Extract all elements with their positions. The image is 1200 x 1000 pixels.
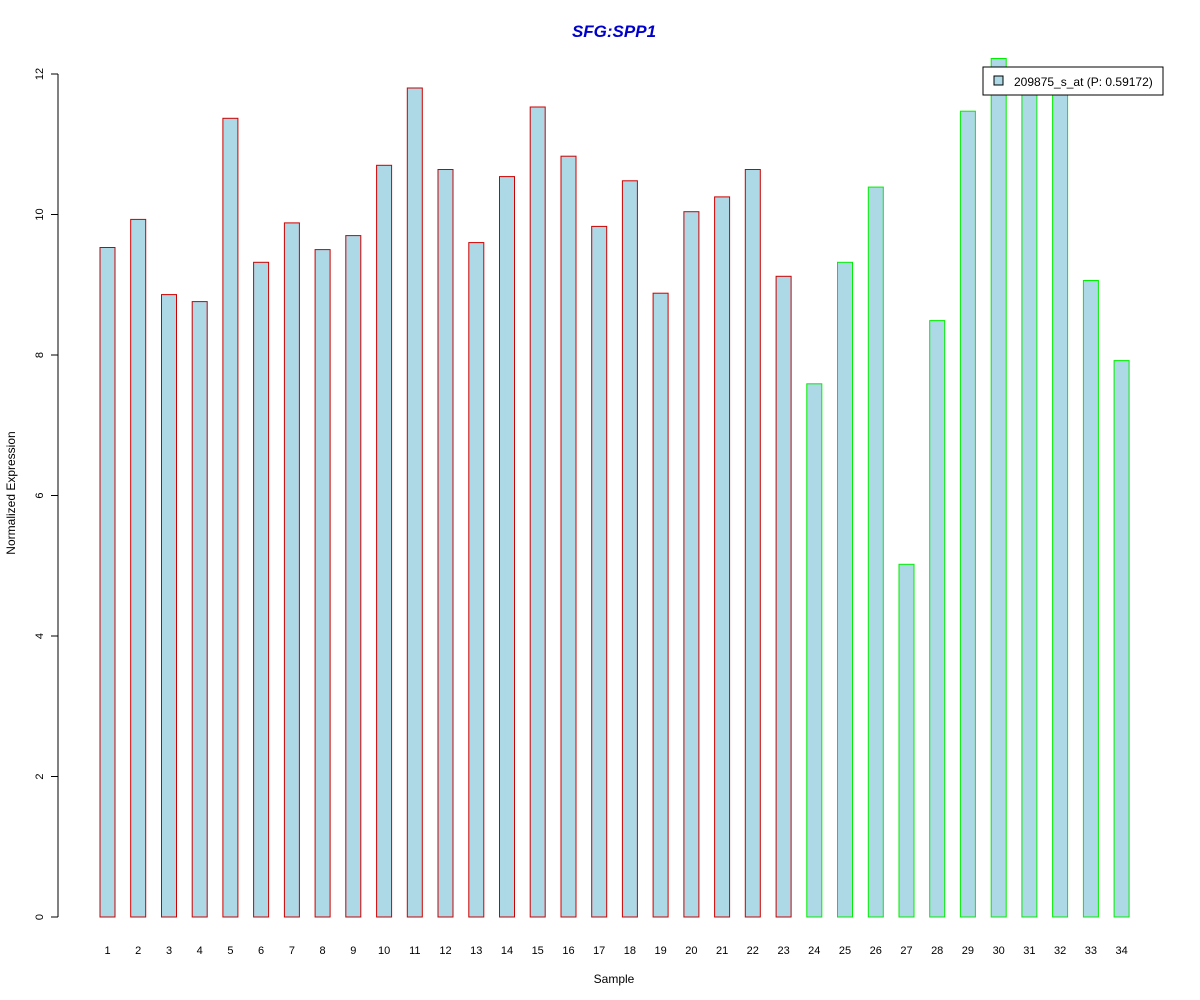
x-axis-label: Sample bbox=[594, 972, 635, 986]
x-tick-label: 1 bbox=[104, 945, 110, 957]
bar-sample-30 bbox=[990, 58, 1007, 918]
bar-sample-14 bbox=[499, 176, 515, 918]
bar-sample-31 bbox=[1021, 91, 1038, 918]
bar-sample-17 bbox=[591, 225, 608, 918]
x-tick-label: 9 bbox=[350, 945, 356, 957]
bar-sample-21 bbox=[714, 196, 731, 918]
x-tick-label: 21 bbox=[716, 945, 728, 957]
y-tick-label: 12 bbox=[34, 68, 46, 80]
x-tick-label: 31 bbox=[1023, 945, 1035, 957]
bar-sample-3 bbox=[161, 294, 177, 918]
x-tick-label: 34 bbox=[1115, 945, 1127, 957]
x-tick-label: 5 bbox=[227, 945, 233, 957]
legend-swatch bbox=[993, 75, 1004, 86]
x-tick-label: 14 bbox=[501, 945, 513, 957]
bar-sample-33 bbox=[1082, 280, 1099, 918]
x-tick-label: 24 bbox=[808, 945, 820, 957]
bar-sample-7 bbox=[283, 222, 300, 918]
x-tick-label: 32 bbox=[1054, 945, 1066, 957]
y-tick-label: 10 bbox=[34, 208, 46, 220]
bar-sample-26 bbox=[867, 186, 884, 918]
x-tick-label: 2 bbox=[135, 945, 141, 957]
x-tick-label: 15 bbox=[532, 945, 544, 957]
bar-sample-25 bbox=[837, 261, 853, 918]
x-tick-label: 13 bbox=[470, 945, 482, 957]
x-tick-label: 26 bbox=[870, 945, 882, 957]
chart-title: SFG:SPP1 bbox=[572, 22, 656, 41]
x-tick-label: 27 bbox=[900, 945, 912, 957]
bar-sample-2 bbox=[130, 218, 147, 918]
bar-sample-6 bbox=[253, 261, 270, 918]
legend-box bbox=[982, 66, 1164, 96]
x-tick-label: 8 bbox=[320, 945, 326, 957]
bar-sample-8 bbox=[314, 249, 331, 918]
x-tick-label: 11 bbox=[409, 945, 420, 957]
bar-sample-29 bbox=[959, 110, 976, 918]
x-tick-labels: 1 2 3 4 5 6 7 8 9 10 11 12 13 14 15 16 17 18 19 20 21 22 23 24 2… bbox=[104, 945, 1127, 957]
x-tick-label: 33 bbox=[1085, 945, 1097, 957]
legend: 209875_s_at (P: 0.59172) bbox=[982, 66, 1164, 96]
x-tick-label: 18 bbox=[624, 945, 636, 957]
x-tick-label: 20 bbox=[685, 945, 697, 957]
y-tick-label: 0 bbox=[34, 914, 46, 920]
x-tick-label: 25 bbox=[839, 945, 851, 957]
legend-label: 209875_s_at (P: 0.59172) bbox=[1014, 75, 1153, 89]
x-tick-label: 12 bbox=[439, 945, 451, 957]
bar-sample-32 bbox=[1052, 91, 1069, 918]
y-tick-label: 6 bbox=[34, 492, 46, 498]
bar-sample-4 bbox=[191, 301, 208, 918]
bar-sample-5 bbox=[222, 117, 239, 918]
x-tick-label: 30 bbox=[993, 945, 1005, 957]
y-tick-label: 8 bbox=[34, 352, 46, 358]
x-tick-label: 29 bbox=[962, 945, 974, 957]
y-tick-label: 4 bbox=[34, 633, 46, 639]
bars bbox=[99, 58, 1130, 918]
x-tick-label: 23 bbox=[777, 945, 789, 957]
y-tick-label: 2 bbox=[34, 773, 46, 779]
bar-sample-24 bbox=[806, 383, 823, 918]
bar-sample-10 bbox=[376, 164, 393, 918]
bar-sample-13 bbox=[468, 242, 485, 918]
bar-sample-27 bbox=[898, 563, 915, 918]
x-tick-label: 16 bbox=[562, 945, 574, 957]
bar-sample-23 bbox=[775, 275, 792, 918]
bar-sample-28 bbox=[929, 320, 946, 918]
bar-sample-12 bbox=[437, 169, 454, 918]
x-tick-label: 7 bbox=[289, 945, 295, 957]
bar-sample-16 bbox=[560, 155, 577, 918]
y-axis: 0 2 4 6 8 10 12 bbox=[34, 68, 59, 920]
x-tick-label: 6 bbox=[258, 945, 264, 957]
x-tick-label: 28 bbox=[931, 945, 943, 957]
x-tick-label: 4 bbox=[197, 945, 203, 957]
bar-sample-9 bbox=[345, 235, 362, 918]
x-tick-label: 3 bbox=[166, 945, 172, 957]
x-tick-label: 17 bbox=[593, 945, 605, 957]
x-tick-label: 10 bbox=[378, 945, 390, 957]
bar-sample-18 bbox=[621, 180, 638, 918]
bar-sample-22 bbox=[744, 169, 761, 918]
y-axis-label: Normalized Expression bbox=[4, 431, 18, 554]
bar-sample-19 bbox=[652, 292, 669, 918]
bar-sample-20 bbox=[683, 211, 700, 918]
bar-sample-34 bbox=[1113, 360, 1130, 918]
bar-sample-15 bbox=[529, 106, 546, 918]
bar-sample-1 bbox=[99, 247, 116, 918]
x-tick-label: 22 bbox=[747, 945, 759, 957]
bar-sample-11 bbox=[406, 87, 423, 918]
x-tick-label: 19 bbox=[654, 945, 666, 957]
